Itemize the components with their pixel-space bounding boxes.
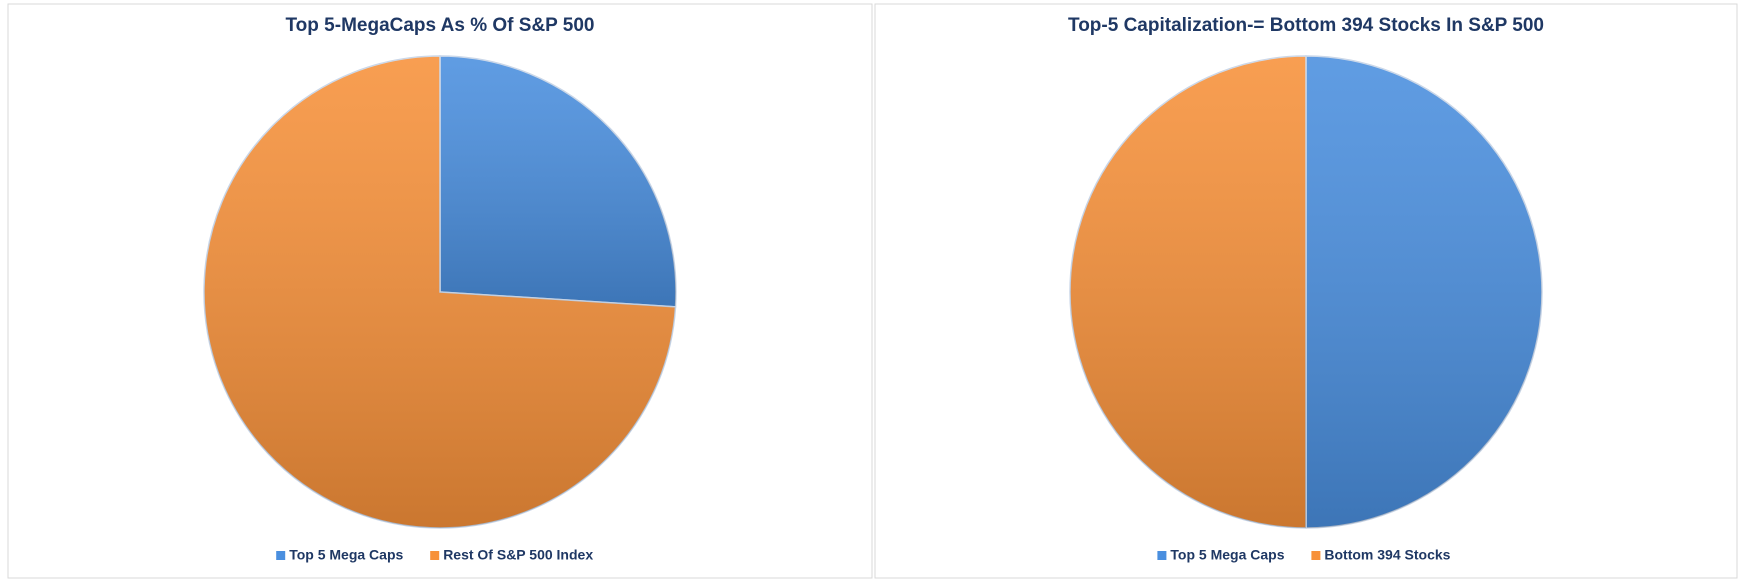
legend-label: Top 5 Mega Caps — [1170, 547, 1284, 563]
slice-shade — [440, 56, 676, 307]
slice-shade — [1070, 56, 1306, 528]
legend-swatch — [430, 551, 440, 560]
legend-swatch — [1157, 551, 1167, 560]
legend-label: Rest Of S&P 500 Index — [443, 547, 593, 563]
chart-title: Top 5-MegaCaps As % Of S&P 500 — [285, 15, 594, 36]
chart-title: Top-5 Capitalization-= Bottom 394 Stocks… — [1068, 15, 1544, 36]
legend-label: Bottom 394 Stocks — [1324, 547, 1450, 563]
legend-swatch — [1311, 551, 1321, 560]
legend-label: Top 5 Mega Caps — [289, 547, 403, 563]
slice-shade — [1306, 56, 1542, 528]
legend-swatch — [276, 551, 286, 560]
slice-shade — [203, 56, 676, 528]
